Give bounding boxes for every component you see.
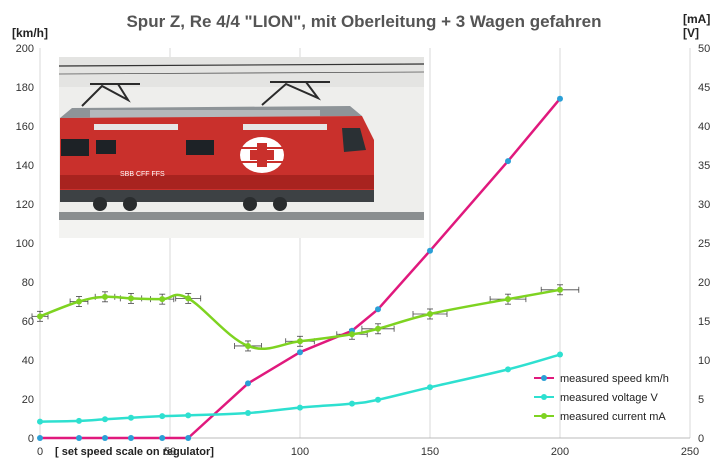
- y-right-tick-label: 0: [698, 433, 704, 445]
- data-point: [245, 380, 251, 387]
- data-point: [427, 247, 433, 254]
- data-point: [185, 412, 192, 419]
- data-point: [557, 351, 563, 358]
- legend-item-current: measured current mA: [534, 411, 666, 423]
- x-tick-label: 250: [681, 446, 699, 458]
- data-point: [159, 435, 166, 441]
- y-right-tick-label: 45: [698, 82, 710, 94]
- y-right-tick-label: 40: [698, 121, 710, 133]
- y-left-tick-label: 80: [22, 277, 34, 289]
- legend-label-current: measured current mA: [560, 411, 666, 423]
- data-point: [185, 295, 192, 302]
- y-right-tick-label: 30: [698, 199, 710, 211]
- data-point: [76, 298, 82, 305]
- data-point: [159, 413, 166, 420]
- legend-label-speed: measured speed km/h: [560, 373, 669, 385]
- y-left-tick-label: 140: [16, 160, 34, 172]
- data-point: [185, 435, 192, 441]
- data-point: [128, 414, 134, 421]
- axis-ticks: 0 50 100 150 200 2500204060801001201401601802…: [16, 43, 711, 458]
- data-point: [375, 396, 381, 403]
- data-point: [37, 313, 43, 320]
- x-tick-label: 50: [164, 446, 176, 458]
- data-point: [349, 400, 355, 407]
- y-left-tick-label: 0: [28, 433, 34, 445]
- data-point: [427, 384, 433, 391]
- data-point: [505, 158, 511, 165]
- legend: measured speed km/h measured voltage V m…: [534, 373, 669, 423]
- legend-item-speed: measured speed km/h: [534, 373, 669, 385]
- legend-item-voltage: measured voltage V: [534, 392, 658, 404]
- x-tick-label: 100: [291, 446, 309, 458]
- series-speed: [37, 95, 563, 441]
- y-left-tick-label: 200: [16, 43, 34, 55]
- data-point: [297, 338, 303, 345]
- x-axis-label: [ set speed scale on regulator]: [55, 446, 214, 458]
- data-point: [37, 435, 43, 441]
- locomotive-photo: SBB CFF FFS: [58, 57, 425, 238]
- y-right-tick-label: 50: [698, 43, 710, 55]
- data-point: [102, 416, 108, 423]
- chart-title: Spur Z, Re 4/4 "LION", mit Oberleitung +…: [126, 12, 601, 31]
- legend-label-voltage: measured voltage V: [560, 392, 658, 404]
- y-left-tick-label: 120: [16, 199, 34, 211]
- data-point: [102, 293, 108, 300]
- series-current: [37, 286, 563, 351]
- y-left-tick-label: 60: [22, 316, 34, 328]
- data-point: [37, 418, 43, 425]
- y-right-axis-label-current: [mA]: [683, 12, 710, 26]
- data-point: [128, 295, 134, 302]
- data-point: [297, 404, 303, 411]
- locomotive-caption: SBB CFF FFS: [120, 171, 165, 178]
- data-point: [76, 435, 82, 441]
- data-point: [102, 435, 108, 441]
- data-point: [505, 366, 511, 373]
- y-left-tick-label: 160: [16, 121, 34, 133]
- y-right-tick-label: 5: [698, 394, 704, 406]
- y-right-tick-label: 25: [698, 238, 710, 250]
- y-left-tick-label: 100: [16, 238, 34, 250]
- data-point: [128, 435, 134, 441]
- y-right-axis-label-voltage: [V]: [683, 26, 699, 40]
- data-point: [245, 410, 251, 417]
- y-left-tick-label: 40: [22, 355, 34, 367]
- data-point: [375, 325, 381, 332]
- data-point: [505, 296, 511, 303]
- data-point: [297, 349, 303, 356]
- data-point: [245, 342, 251, 349]
- data-point: [427, 310, 433, 317]
- data-point: [159, 296, 166, 303]
- x-tick-label: 150: [421, 446, 439, 458]
- y-left-tick-label: 20: [22, 394, 34, 406]
- y-left-tick-label: 180: [16, 82, 34, 94]
- data-point: [375, 306, 381, 313]
- data-point: [76, 417, 82, 424]
- y-right-tick-label: 15: [698, 316, 710, 328]
- y-left-axis-label: [km/h]: [12, 26, 48, 40]
- series-layer: [37, 95, 563, 441]
- y-right-tick-label: 10: [698, 355, 710, 367]
- y-right-tick-label: 35: [698, 160, 710, 172]
- error-bar: [540, 284, 580, 296]
- x-tick-label: 0: [37, 446, 43, 458]
- data-point: [557, 95, 563, 102]
- series-voltage: [37, 351, 563, 425]
- y-right-tick-label: 20: [698, 277, 710, 289]
- data-point: [557, 286, 563, 293]
- x-tick-label: 200: [551, 446, 569, 458]
- data-point: [349, 331, 355, 338]
